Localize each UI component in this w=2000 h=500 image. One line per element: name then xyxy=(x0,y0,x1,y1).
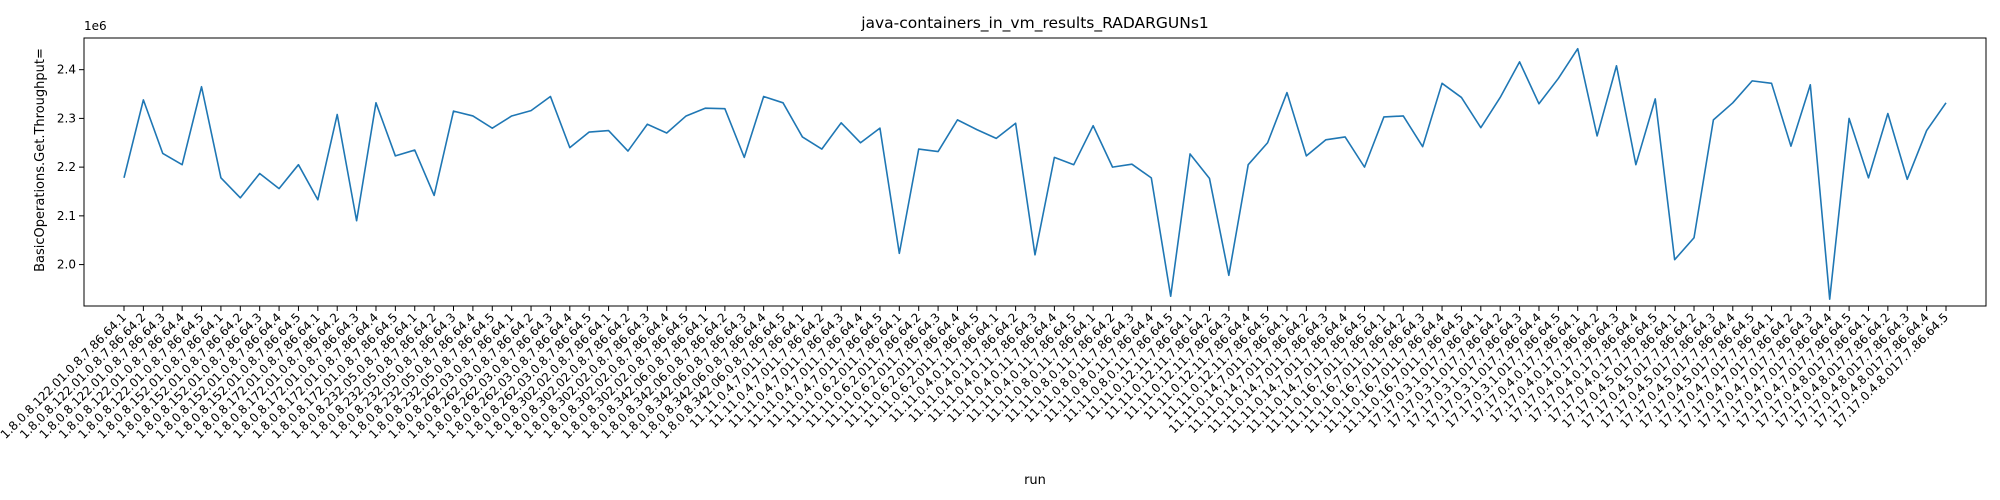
y-axis-label: BasicOperations.Get.Throughput= xyxy=(33,48,48,272)
chart-title: java-containers_in_vm_results_RADARGUNs1 xyxy=(860,14,1209,33)
y-tick-label: 2.1 xyxy=(57,209,76,223)
y-tick-label: 2.4 xyxy=(57,63,76,77)
x-axis-label: run xyxy=(1024,473,1046,488)
y-axis-ticks: 2.0 2.1 2.2 2.3 2.4 xyxy=(57,63,84,272)
y-tick-label: 2.2 xyxy=(57,160,76,174)
plot-area-frame xyxy=(83,37,1987,307)
y-tick-label: 2.3 xyxy=(57,111,76,125)
series-line xyxy=(123,47,1947,300)
x-axis-ticks: 1.8.0.8.122.01.0.8.7.86.64.11.8.0.8.122.… xyxy=(0,306,1951,442)
y-offset-label: 1e6 xyxy=(84,19,107,33)
y-tick-label: 2.0 xyxy=(57,258,76,272)
